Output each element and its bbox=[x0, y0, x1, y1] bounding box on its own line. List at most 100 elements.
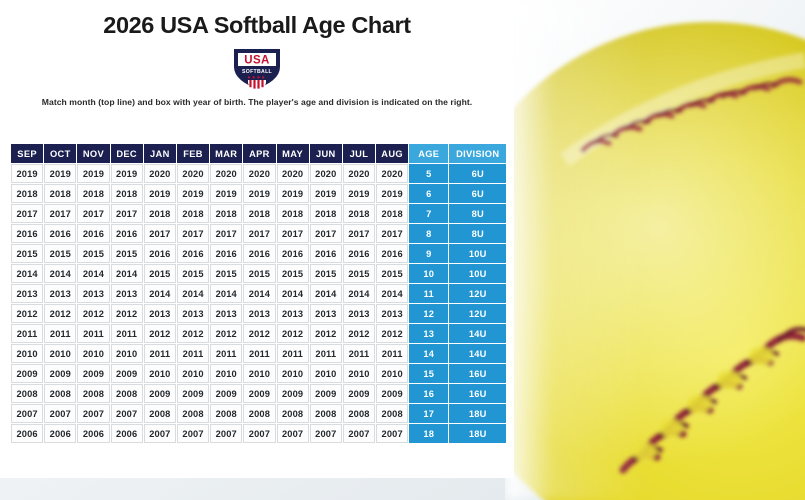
birth-year-cell: 2016 bbox=[342, 244, 376, 263]
birth-year-cell: 2018 bbox=[44, 184, 77, 203]
birth-year-cell: 2015 bbox=[11, 244, 44, 263]
birth-year-cell: 2007 bbox=[210, 424, 243, 443]
birth-year-cell: 2009 bbox=[210, 384, 243, 403]
birth-year-cell: 2006 bbox=[11, 424, 44, 443]
birth-year-cell: 2020 bbox=[243, 164, 276, 183]
birth-year-cell: 2008 bbox=[210, 404, 243, 423]
birth-year-cell: 2008 bbox=[11, 384, 44, 403]
birth-year-cell: 2008 bbox=[77, 384, 110, 403]
birth-year-cell: 2009 bbox=[176, 384, 210, 403]
birth-year-cell: 2016 bbox=[309, 244, 342, 263]
column-header-sep: SEP bbox=[11, 144, 44, 163]
birth-year-cell: 2007 bbox=[276, 424, 309, 443]
birth-year-cell: 2008 bbox=[143, 404, 176, 423]
birth-year-cell: 2017 bbox=[176, 224, 210, 243]
table-row: 2018 2018 2018 2018 2019 2019 2019 2019 2019 2019… bbox=[11, 184, 507, 203]
birth-year-cell: 2008 bbox=[176, 404, 210, 423]
birth-year-cell: 2017 bbox=[143, 224, 176, 243]
birth-year-cell: 2010 bbox=[11, 344, 44, 363]
birth-year-cell: 2017 bbox=[309, 224, 342, 243]
birth-year-cell: 2007 bbox=[44, 404, 77, 423]
division-cell: 12U bbox=[449, 304, 507, 323]
birth-year-cell: 2019 bbox=[176, 184, 210, 203]
birth-year-cell: 2018 bbox=[77, 184, 110, 203]
birth-year-cell: 2007 bbox=[376, 424, 409, 443]
birth-year-cell: 2011 bbox=[309, 344, 342, 363]
birth-year-cell: 2017 bbox=[376, 224, 409, 243]
birth-year-cell: 2018 bbox=[309, 204, 342, 223]
birth-year-cell: 2014 bbox=[276, 284, 309, 303]
birth-year-cell: 2008 bbox=[342, 404, 376, 423]
birth-year-cell: 2019 bbox=[276, 184, 309, 203]
table-row: 2013 2013 2013 2013 2014 2014 2014 2014 2014 2014… bbox=[11, 284, 507, 303]
birth-year-cell: 2010 bbox=[210, 364, 243, 383]
birth-year-cell: 2019 bbox=[11, 164, 44, 183]
birth-year-cell: 2014 bbox=[77, 264, 110, 283]
birth-year-cell: 2008 bbox=[243, 404, 276, 423]
table-row: 2017 2017 2017 2017 2018 2018 2018 2018 2018 2018… bbox=[11, 204, 507, 223]
birth-year-cell: 2006 bbox=[44, 424, 77, 443]
birth-year-cell: 2017 bbox=[210, 224, 243, 243]
age-cell: 16 bbox=[409, 384, 449, 403]
table-row: 2014 2014 2014 2014 2015 2015 2015 2015 2015 2015… bbox=[11, 264, 507, 283]
column-header-dec: DEC bbox=[110, 144, 143, 163]
birth-year-cell: 2009 bbox=[376, 384, 409, 403]
birth-year-cell: 2019 bbox=[342, 184, 376, 203]
birth-year-cell: 2020 bbox=[210, 164, 243, 183]
birth-year-cell: 2012 bbox=[110, 304, 143, 323]
division-cell: 12U bbox=[449, 284, 507, 303]
birth-year-cell: 2016 bbox=[176, 244, 210, 263]
birth-year-cell: 2020 bbox=[276, 164, 309, 183]
column-header-jan: JAN bbox=[143, 144, 176, 163]
birth-year-cell: 2011 bbox=[243, 344, 276, 363]
age-cell: 9 bbox=[409, 244, 449, 263]
age-cell: 18 bbox=[409, 424, 449, 443]
birth-year-cell: 2017 bbox=[342, 224, 376, 243]
birth-year-cell: 2015 bbox=[143, 264, 176, 283]
birth-year-cell: 2007 bbox=[143, 424, 176, 443]
birth-year-cell: 2016 bbox=[210, 244, 243, 263]
birth-year-cell: 2014 bbox=[342, 284, 376, 303]
column-header-jul: JUL bbox=[342, 144, 376, 163]
birth-year-cell: 2010 bbox=[110, 344, 143, 363]
division-cell: 8U bbox=[449, 224, 507, 243]
birth-year-cell: 2018 bbox=[243, 204, 276, 223]
division-cell: 14U bbox=[449, 324, 507, 343]
column-header-division: DIVISION bbox=[449, 144, 507, 163]
birth-year-cell: 2010 bbox=[143, 364, 176, 383]
birth-year-cell: 2009 bbox=[44, 364, 77, 383]
birth-year-cell: 2013 bbox=[11, 284, 44, 303]
table-row: 2010 2010 2010 2010 2011 2011 2011 2011 2011 2011… bbox=[11, 344, 507, 363]
birth-year-cell: 2013 bbox=[176, 304, 210, 323]
birth-year-cell: 2017 bbox=[77, 204, 110, 223]
birth-year-cell: 2009 bbox=[342, 384, 376, 403]
birth-year-cell: 2012 bbox=[143, 324, 176, 343]
age-cell: 7 bbox=[409, 204, 449, 223]
table-row: 2016 2016 2016 2016 2017 2017 2017 2017 2017 2017… bbox=[11, 224, 507, 243]
birth-year-cell: 2012 bbox=[11, 304, 44, 323]
birth-year-cell: 2019 bbox=[143, 184, 176, 203]
birth-year-cell: 2014 bbox=[110, 264, 143, 283]
division-cell: 6U bbox=[449, 184, 507, 203]
birth-year-cell: 2019 bbox=[210, 184, 243, 203]
division-cell: 6U bbox=[449, 164, 507, 183]
birth-year-cell: 2011 bbox=[342, 344, 376, 363]
birth-year-cell: 2018 bbox=[376, 204, 409, 223]
birth-year-cell: 2014 bbox=[11, 264, 44, 283]
birth-year-cell: 2009 bbox=[143, 384, 176, 403]
division-cell: 10U bbox=[449, 244, 507, 263]
division-cell: 16U bbox=[449, 364, 507, 383]
age-cell: 8 bbox=[409, 224, 449, 243]
birth-year-cell: 2007 bbox=[110, 404, 143, 423]
birth-year-cell: 2015 bbox=[44, 244, 77, 263]
birth-year-cell: 2012 bbox=[276, 324, 309, 343]
birth-year-cell: 2020 bbox=[309, 164, 342, 183]
division-cell: 14U bbox=[449, 344, 507, 363]
softball-photo bbox=[505, 0, 805, 500]
birth-year-cell: 2011 bbox=[11, 324, 44, 343]
birth-year-cell: 2007 bbox=[342, 424, 376, 443]
birth-year-cell: 2010 bbox=[309, 364, 342, 383]
column-header-mar: MAR bbox=[210, 144, 243, 163]
birth-year-cell: 2011 bbox=[276, 344, 309, 363]
birth-year-cell: 2016 bbox=[11, 224, 44, 243]
